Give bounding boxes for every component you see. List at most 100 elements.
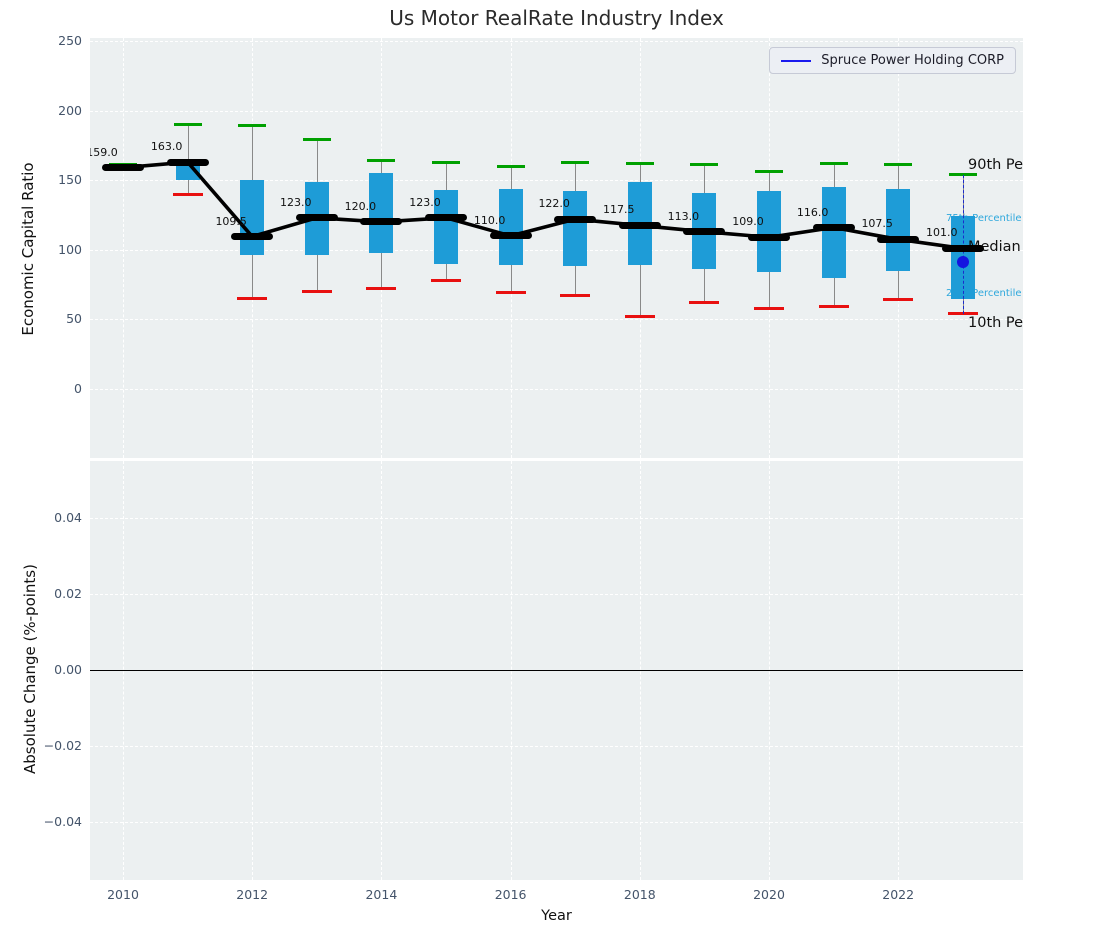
median-value-label: 107.5 bbox=[861, 217, 893, 231]
median-value-label: 101.0 bbox=[926, 226, 958, 240]
median-bar bbox=[748, 233, 790, 241]
box-iqr bbox=[369, 173, 394, 253]
y-tick-label: 150 bbox=[58, 172, 82, 188]
box-iqr bbox=[240, 180, 265, 256]
annotation-75th-percentile: 75th Percentile bbox=[946, 213, 1022, 225]
whisker-cap-90th bbox=[173, 123, 202, 127]
y-tick-label: −0.04 bbox=[43, 814, 82, 829]
x-tick-label: 2018 bbox=[623, 887, 656, 902]
median-value-label: 123.0 bbox=[409, 195, 441, 209]
whisker-cap-90th bbox=[496, 164, 525, 168]
whisker-cap-10th bbox=[495, 291, 526, 295]
whisker-cap-10th bbox=[689, 301, 720, 305]
whisker-cap-90th bbox=[690, 163, 719, 167]
x-axis-label: Year bbox=[541, 908, 572, 924]
legend-line-icon bbox=[781, 59, 812, 62]
whisker-cap-90th bbox=[302, 138, 331, 142]
whisker-cap-10th bbox=[754, 306, 784, 310]
whisker-cap-90th bbox=[755, 170, 783, 174]
median-value-label: 109.0 bbox=[732, 215, 764, 229]
median-bar bbox=[425, 214, 467, 222]
annotation-90th-percentile: 90th Percentile bbox=[968, 156, 1023, 173]
median-value-label: 116.0 bbox=[796, 205, 829, 219]
median-bar bbox=[231, 233, 274, 241]
box-iqr bbox=[563, 191, 588, 267]
box-iqr bbox=[886, 188, 911, 271]
bottom-plot-area bbox=[90, 461, 1023, 880]
box-iqr bbox=[757, 191, 781, 273]
legend-label: Spruce Power Holding CORP bbox=[821, 53, 1004, 68]
company-point bbox=[956, 256, 969, 269]
whisker-cap-10th bbox=[947, 312, 978, 316]
whisker-cap-10th bbox=[624, 315, 655, 319]
median-value-label: 110.0 bbox=[473, 213, 506, 227]
annotation-25th-percentile: 25th Percentile bbox=[946, 287, 1022, 299]
median-value-label: 113.0 bbox=[667, 209, 700, 223]
whisker-cap-90th bbox=[432, 160, 460, 164]
y-tick-label: 100 bbox=[58, 241, 82, 257]
whisker-cap-10th bbox=[883, 298, 914, 302]
gridline-horizontal bbox=[90, 389, 1023, 390]
gridline-horizontal bbox=[90, 746, 1023, 747]
whisker-cap-90th bbox=[884, 163, 913, 167]
chart-title: Us Motor RealRate Industry Index bbox=[389, 6, 724, 30]
legend: Spruce Power Holding CORP bbox=[769, 47, 1016, 74]
median-bar bbox=[489, 232, 532, 240]
x-tick-label: 2016 bbox=[494, 887, 527, 902]
y-tick-label: 0.02 bbox=[54, 586, 82, 601]
whisker-cap-10th bbox=[366, 287, 397, 291]
top-plot-area: Spruce Power Holding CORP 75th Percentil… bbox=[90, 38, 1023, 458]
gridline-horizontal bbox=[90, 822, 1023, 823]
x-tick-label: 2014 bbox=[365, 887, 398, 902]
x-tick-label: 2010 bbox=[107, 887, 139, 902]
gridline-vertical bbox=[123, 38, 124, 458]
gridline-horizontal bbox=[90, 180, 1023, 182]
median-bar bbox=[618, 221, 661, 229]
zero-change-line bbox=[90, 670, 1023, 671]
whisker-cap-90th bbox=[238, 124, 267, 128]
whisker-cap-90th bbox=[367, 159, 396, 163]
median-value-label: 120.0 bbox=[344, 199, 377, 213]
y-tick-label: 250 bbox=[58, 33, 82, 48]
whisker-cap-10th bbox=[172, 192, 203, 196]
median-value-label: 109.5 bbox=[215, 214, 247, 228]
median-trend-line bbox=[122, 160, 964, 251]
median-bar bbox=[877, 235, 920, 243]
box-iqr bbox=[434, 189, 458, 264]
whisker-cap-10th bbox=[818, 305, 849, 309]
whisker-cap-10th bbox=[431, 278, 461, 282]
median-value-label: 117.5 bbox=[603, 203, 635, 217]
median-bar bbox=[295, 214, 338, 222]
x-tick-label: 2020 bbox=[753, 887, 785, 902]
y-tick-label: 0.00 bbox=[54, 662, 82, 677]
median-bar bbox=[554, 215, 597, 223]
gridline-horizontal bbox=[90, 41, 1023, 42]
y-tick-label: 200 bbox=[58, 102, 82, 118]
whisker-cap-90th bbox=[819, 161, 848, 165]
company-vertical-line bbox=[962, 174, 964, 314]
y-tick-label: 0 bbox=[74, 381, 82, 396]
median-bar bbox=[941, 244, 984, 252]
median-bar bbox=[812, 224, 855, 232]
y-tick-label: 0.04 bbox=[54, 510, 82, 525]
gridline-horizontal bbox=[90, 249, 1023, 251]
gridline-horizontal bbox=[90, 319, 1023, 321]
median-bar bbox=[360, 218, 403, 226]
median-bar bbox=[166, 158, 209, 166]
annotation-10th-percentile: 10th Percentile bbox=[968, 314, 1023, 331]
median-value-label: 123.0 bbox=[280, 195, 312, 209]
gridline-horizontal bbox=[90, 594, 1023, 595]
x-tick-label: 2012 bbox=[236, 887, 269, 902]
gridline-horizontal bbox=[90, 518, 1023, 519]
whisker-cap-10th bbox=[560, 294, 591, 298]
whisker-cap-10th bbox=[237, 297, 268, 301]
gridline-horizontal bbox=[90, 110, 1023, 112]
whisker-cap-90th bbox=[561, 160, 590, 164]
median-value-label: 122.0 bbox=[538, 197, 570, 211]
box-iqr bbox=[821, 187, 846, 278]
median-bar bbox=[683, 228, 726, 236]
y-tick-label: 50 bbox=[66, 311, 82, 327]
median-bar bbox=[102, 164, 144, 172]
whisker-cap-10th bbox=[301, 290, 332, 294]
